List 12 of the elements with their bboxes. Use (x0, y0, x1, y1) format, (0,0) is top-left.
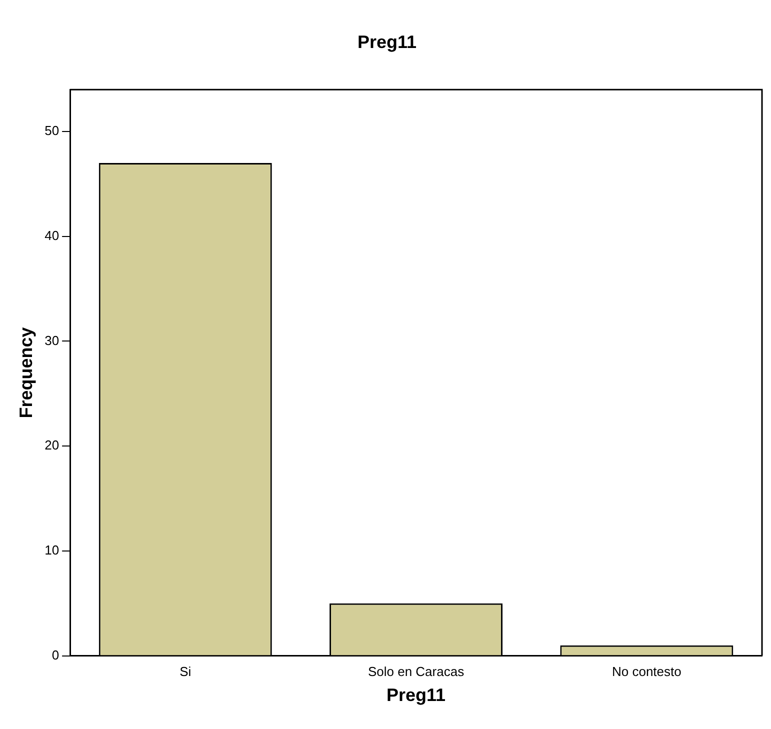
x-tick-label: Solo en Caracas (368, 664, 465, 680)
y-tick-label: 30 (44, 332, 60, 348)
y-tick-label: 50 (44, 123, 60, 138)
y-axis-title: Frequency (16, 327, 36, 418)
x-axis-title: Preg11 (386, 685, 446, 706)
y-tick-label: 0 (52, 647, 60, 662)
x-tick-label: No contesto (612, 664, 682, 680)
y-tick-label: 10 (44, 542, 60, 558)
y-tick-label: 20 (44, 438, 60, 453)
y-tick-label: 40 (44, 228, 60, 243)
chart-title: Preg11 (357, 32, 417, 52)
x-tick-label: Si (180, 664, 192, 680)
